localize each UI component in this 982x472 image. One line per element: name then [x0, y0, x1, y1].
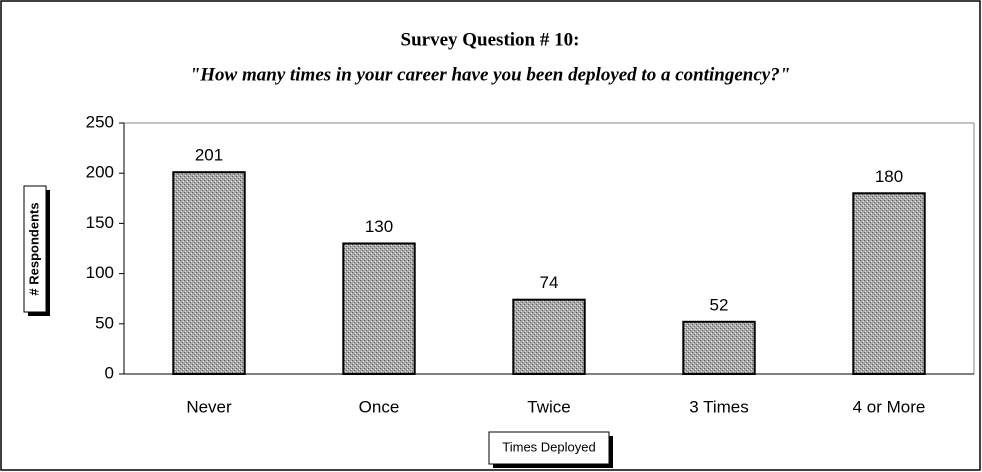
bar [172, 171, 246, 375]
x-tick-label: Twice [527, 397, 570, 416]
x-tick-label: 3 Times [689, 397, 749, 416]
data-label: 52 [710, 295, 729, 314]
data-label: 74 [540, 273, 559, 292]
bar [682, 320, 756, 375]
y-tick-label: 200 [86, 163, 114, 182]
chart-title: Survey Question # 10: [401, 29, 580, 50]
x-tick-label: Once [359, 397, 400, 416]
x-label-box [488, 431, 610, 465]
y-axis-label: # Respondents [26, 202, 41, 295]
x-axis-label: Times Deployed [502, 439, 595, 454]
data-label: 130 [365, 217, 393, 236]
x-tick-label: 4 or More [853, 397, 926, 416]
y-label-box [23, 185, 47, 313]
x-tick-label: Never [186, 397, 232, 416]
data-label: 180 [875, 167, 903, 186]
y-tick-label: 100 [86, 263, 114, 282]
y-tick-label: 0 [105, 363, 114, 382]
bar [342, 242, 416, 375]
data-label: 201 [195, 146, 223, 165]
bar [852, 192, 926, 375]
bar [512, 298, 586, 376]
y-tick-label: 50 [95, 313, 114, 332]
chart-subtitle: "How many times in your career have you … [190, 64, 791, 85]
y-tick-label: 250 [86, 112, 114, 131]
y-tick-label: 150 [86, 213, 114, 232]
